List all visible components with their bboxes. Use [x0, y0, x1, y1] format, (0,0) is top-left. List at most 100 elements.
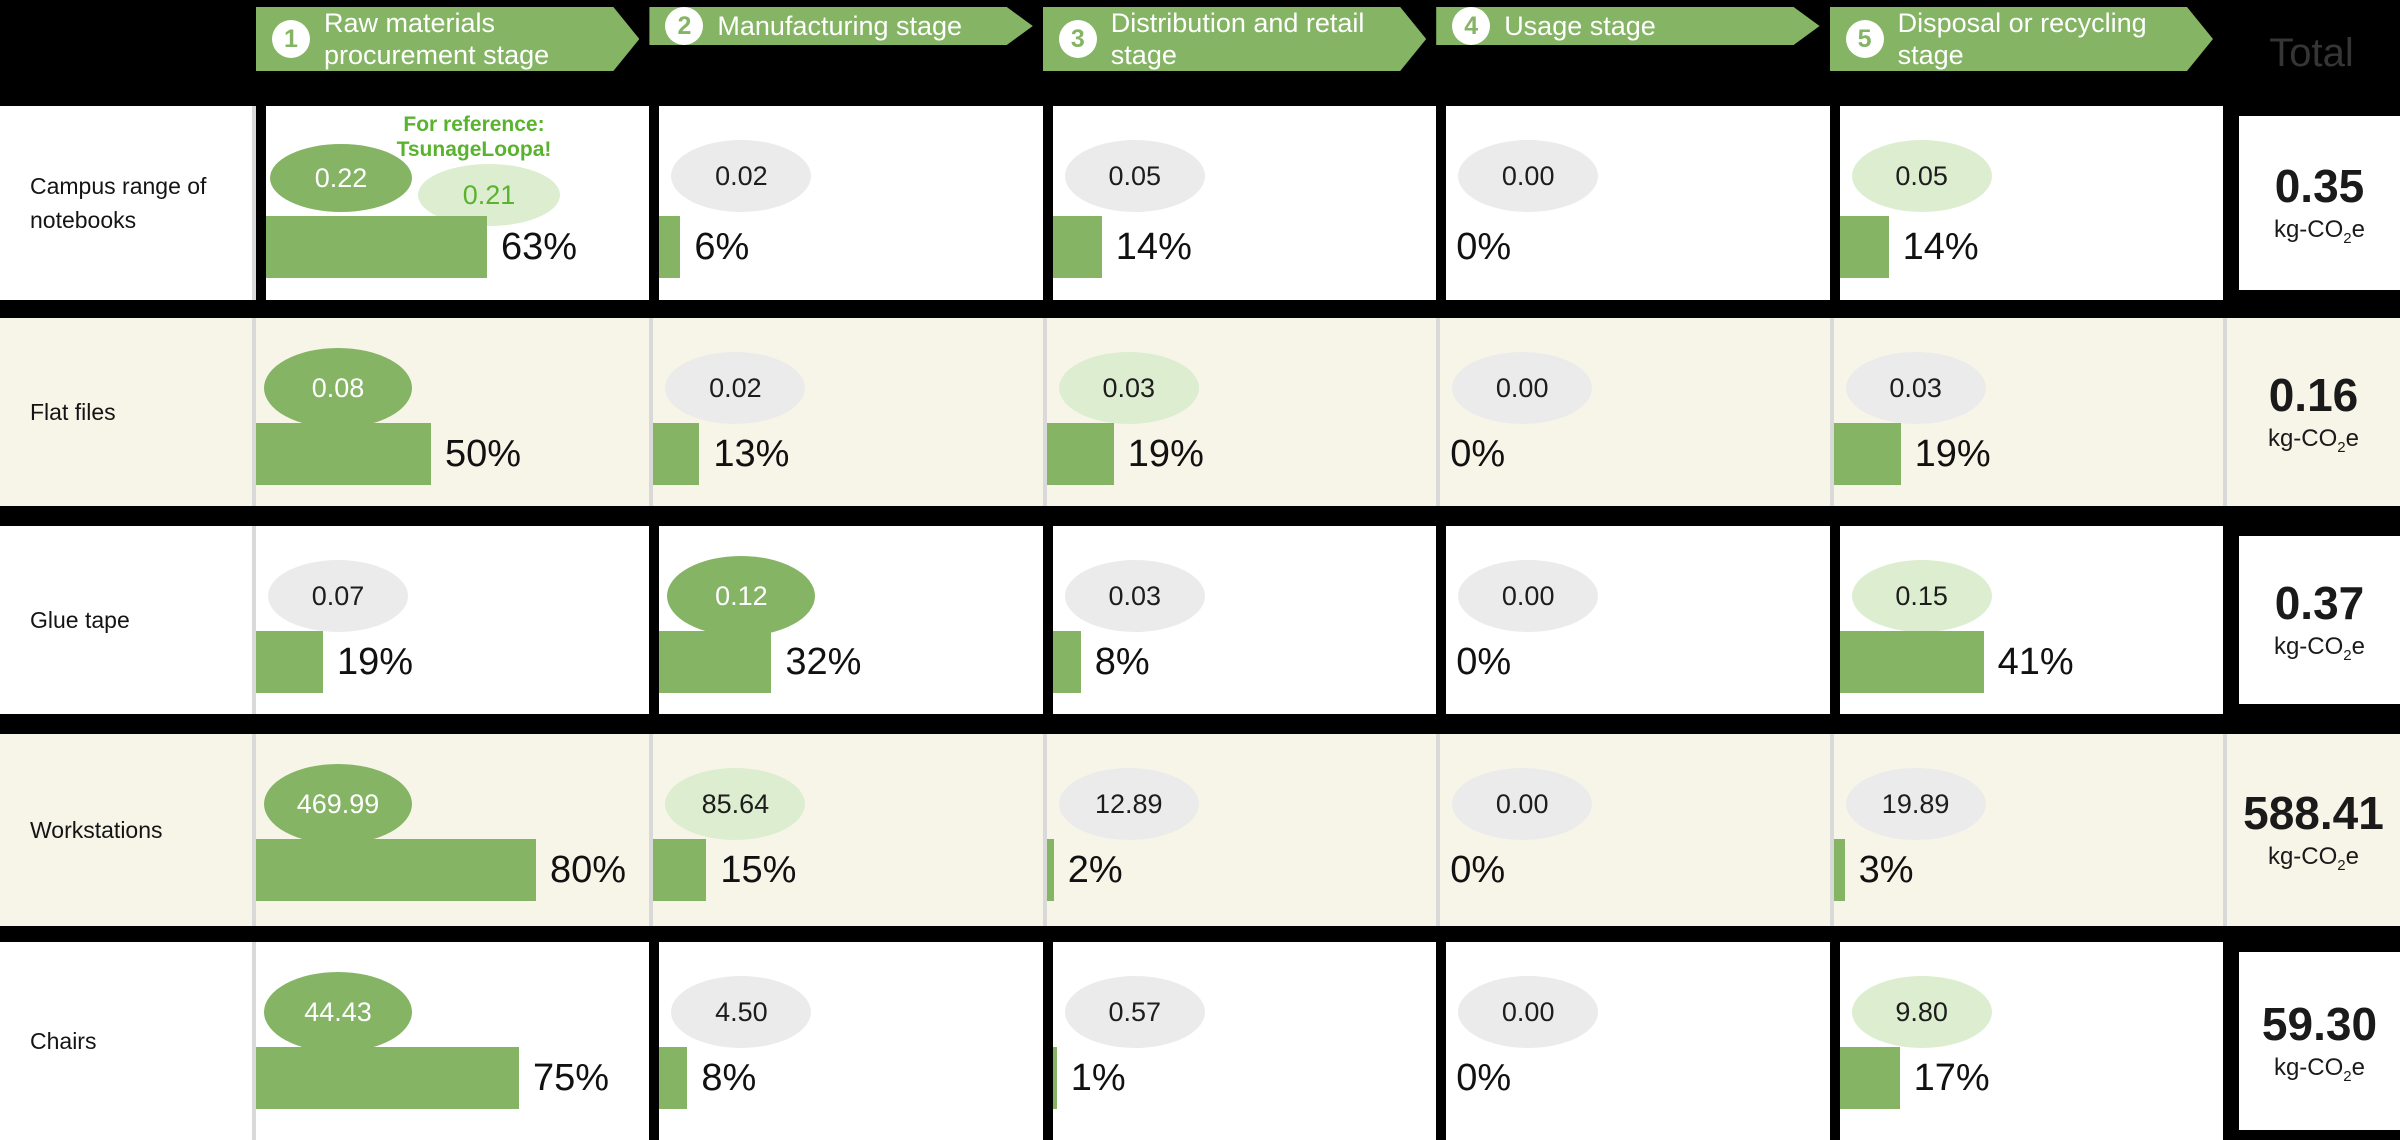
unit-subscript: 2 — [2343, 646, 2352, 664]
unit-prefix: kg-CO — [2273, 1054, 2344, 1082]
value-text: 4.50 — [715, 996, 768, 1027]
stage-label: Distribution and retail stage — [1110, 8, 1365, 70]
value-text: 0.08 — [311, 372, 365, 403]
value-text: 0.22 — [314, 162, 368, 193]
value-badge: 12.89 — [1058, 768, 1199, 840]
value-text: 0.15 — [1895, 580, 1948, 611]
percent-label: 0% — [1456, 1056, 1512, 1099]
percent-label: 19% — [1914, 432, 1991, 475]
stage-bar — [1052, 216, 1102, 278]
unit-subscript: 2 — [2337, 438, 2346, 456]
stage-cell: 19.89 3% — [1829, 734, 2223, 926]
value-badge: 0.02 — [671, 140, 812, 212]
percent-label: 63% — [501, 225, 578, 268]
value-text: 0.12 — [715, 580, 768, 611]
product-name: Glue tape — [0, 526, 256, 714]
stage-number-badge: 1 — [272, 20, 310, 58]
stage-bar — [653, 423, 700, 485]
header-stage-column: 3 Distribution and retail stage — [1043, 0, 1436, 106]
percent-label: 75% — [533, 1056, 610, 1099]
product-row: Glue tape 0.07 19% 0.12 32% 0.03 8% 0.00 0% 0.15 4… — [0, 526, 2400, 714]
percent-label: 15% — [720, 848, 797, 891]
header-product-spacer — [0, 0, 256, 106]
unit-subscript: 2 — [2343, 1067, 2352, 1085]
header-row: 1 Raw materials procurement stage 2 Manufac… — [0, 0, 2400, 106]
value-badge: 0.07 — [268, 560, 408, 632]
stage-bar — [1833, 423, 1901, 485]
value-badge: 0.00 — [1452, 352, 1593, 424]
total-unit-label: kg-CO2e — [2274, 1054, 2365, 1085]
total-cell: 0.16 kg-CO2e — [2222, 318, 2400, 506]
total-header-label: Total — [2269, 30, 2354, 75]
total-value: 0.16 — [2268, 369, 2359, 422]
stage-banner: 1 Raw materials procurement stage — [256, 7, 639, 71]
stage-bar — [1046, 423, 1114, 485]
value-badge: 0.03 — [1064, 560, 1205, 632]
stage-cell: 0.00 0% — [1436, 734, 1830, 926]
value-badge: 0.00 — [1458, 140, 1599, 212]
value-badge: 4.50 — [671, 976, 812, 1048]
unit-prefix: kg-CO — [2267, 843, 2338, 871]
stage-cell: 0.57 1% — [1042, 942, 1437, 1140]
total-value: 588.41 — [2243, 787, 2384, 840]
percent-label: 80% — [550, 848, 627, 891]
percent-label: 8% — [1094, 640, 1150, 683]
stage-label: Usage stage — [1504, 11, 1656, 41]
product-row: Flat files 0.08 50% 0.02 13% 0.03 19% 0.00 0% 0.0… — [0, 318, 2400, 506]
percent-label: 0% — [1450, 848, 1506, 891]
total-cell: 0.35 kg-CO2e — [2222, 116, 2400, 290]
stage-cell: 0.05 14% — [1042, 106, 1437, 300]
value-text: 0.00 — [1501, 160, 1555, 191]
stage-bar — [1046, 839, 1054, 901]
stage-cell: 4.50 8% — [649, 942, 1043, 1140]
product-name: Workstations — [0, 734, 256, 926]
table-body: Campus range of notebooks 0.22 For referen… — [0, 106, 2400, 1140]
stage-number-badge: 5 — [1846, 20, 1884, 58]
unit-prefix: kg-CO — [2267, 425, 2338, 453]
value-badge: 0.03 — [1058, 352, 1199, 424]
stage-bar — [1839, 216, 1889, 278]
value-badge: 0.15 — [1851, 560, 1992, 632]
value-text: 44.43 — [304, 996, 372, 1027]
value-badge: 0.00 — [1458, 560, 1599, 632]
percent-label: 8% — [701, 1056, 757, 1099]
value-badge: 0.05 — [1064, 140, 1205, 212]
percent-label: 19% — [1127, 432, 1204, 475]
percent-label: 13% — [713, 432, 790, 475]
value-badge: 0.08 — [264, 348, 412, 428]
percent-label: 0% — [1450, 432, 1506, 475]
stage-cell: 0.08 50% — [256, 318, 650, 506]
stage-bar — [659, 631, 772, 693]
product-name: Flat files — [0, 318, 256, 506]
percent-label: 6% — [694, 225, 750, 268]
value-text: 0.03 — [1889, 372, 1942, 403]
percent-label: 0% — [1456, 640, 1512, 683]
stage-banner: 3 Distribution and retail stage — [1043, 7, 1426, 71]
value-text: 19.89 — [1881, 788, 1950, 819]
product-row: Workstations 469.99 80% 85.64 15% 12.89 2% 0.00… — [0, 734, 2400, 926]
stage-bar — [653, 839, 707, 901]
value-text: 0.02 — [709, 372, 762, 403]
value-badge: 19.89 — [1845, 768, 1986, 840]
unit-prefix: kg-CO — [2273, 216, 2344, 244]
total-unit-label: kg-CO2e — [2274, 216, 2365, 247]
value-text: 0.00 — [1501, 580, 1555, 611]
value-text: 0.05 — [1895, 160, 1948, 191]
value-badge: 0.03 — [1845, 352, 1986, 424]
stage-bar — [256, 1047, 519, 1109]
total-unit-label: kg-CO2e — [2274, 633, 2365, 664]
stage-cell: 0.12 32% — [649, 526, 1043, 714]
unit-subscript: 2 — [2337, 856, 2346, 874]
total-value: 0.35 — [2274, 160, 2365, 213]
stage-cell: 0.00 0% — [1436, 526, 1830, 714]
stage-cell: 0.02 13% — [649, 318, 1043, 506]
stage-bar — [256, 423, 431, 485]
value-badge: 469.99 — [264, 764, 412, 844]
stage-cell: 0.00 0% — [1436, 106, 1830, 300]
stage-label: Manufacturing stage — [717, 11, 963, 41]
header-stage-column: 5 Disposal or recycling stage — [1830, 0, 2223, 106]
unit-suffix: e — [2351, 216, 2365, 244]
stage-cell: 12.89 2% — [1042, 734, 1437, 926]
unit-suffix: e — [2345, 425, 2359, 453]
value-text: 0.05 — [1108, 160, 1162, 191]
